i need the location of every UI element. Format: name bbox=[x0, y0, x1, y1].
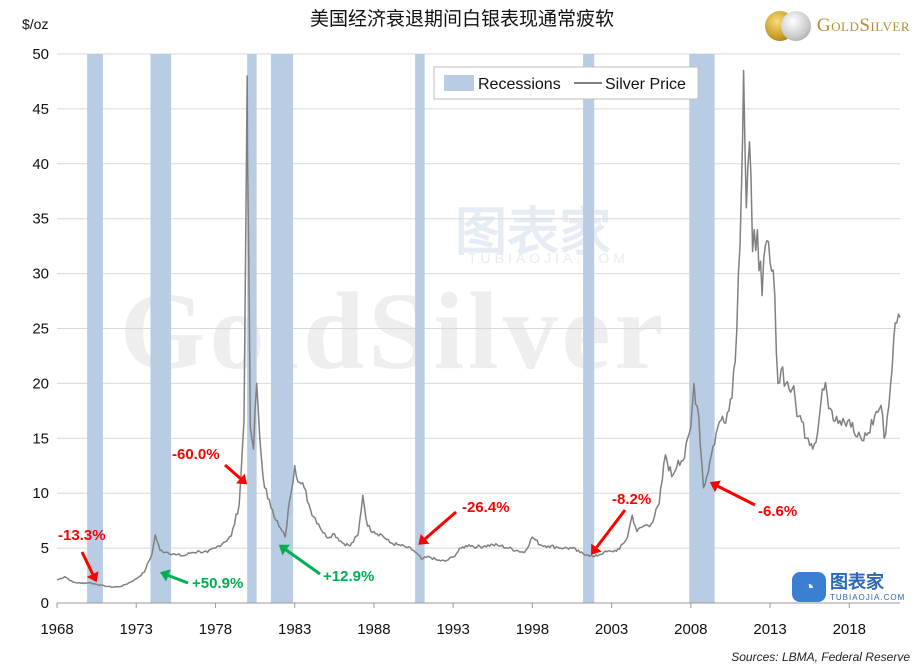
annotation-arrow-head bbox=[591, 543, 602, 555]
annotation-arrow-shaft bbox=[285, 548, 321, 576]
y-tick-label: 10 bbox=[32, 485, 49, 502]
legend-box bbox=[433, 66, 699, 100]
x-tick-label: 1993 bbox=[436, 621, 469, 638]
logo-text: GoldSilver bbox=[816, 15, 910, 36]
legend: Recessions Silver Price bbox=[433, 66, 699, 100]
x-tick-label: 1998 bbox=[516, 621, 549, 638]
annotation-arrow bbox=[278, 544, 321, 576]
annotation-label: -8.2% bbox=[612, 491, 651, 508]
badge-en: TUBIAOJIA.COM bbox=[830, 592, 906, 602]
recession-band bbox=[247, 54, 257, 603]
x-tick-label: 2018 bbox=[833, 621, 866, 638]
annotation-arrow-shaft bbox=[717, 484, 756, 507]
x-tick-label: 1978 bbox=[199, 621, 232, 638]
annotation-arrow-shaft bbox=[167, 574, 189, 585]
annotation-label: -60.0% bbox=[172, 446, 220, 463]
x-tick-label: 1968 bbox=[40, 621, 73, 638]
y-tick-label: 40 bbox=[32, 156, 49, 173]
annotation-label: +12.9% bbox=[323, 568, 374, 585]
annotation-arrow bbox=[159, 569, 189, 585]
x-tick-label: 1973 bbox=[120, 621, 153, 638]
watermark-brand: GoldSilver bbox=[120, 270, 668, 392]
y-tick-label: 35 bbox=[32, 211, 49, 228]
source-note: Sources: LBMA, Federal Reserve bbox=[731, 650, 910, 664]
goldsilver-logo: GoldSilver bbox=[764, 8, 910, 44]
recession-band bbox=[270, 54, 294, 603]
y-tick-label: 50 bbox=[32, 46, 49, 63]
x-tick-label: 2008 bbox=[674, 621, 707, 638]
legend-recessions-label: Recessions bbox=[478, 76, 561, 93]
annotation-arrow-head bbox=[159, 569, 171, 582]
recession-band bbox=[150, 54, 172, 603]
annotation-label: -13.3% bbox=[58, 527, 106, 544]
tubiaojia-badge: ◔ 图表家 TUBIAOJIA.COM bbox=[792, 572, 905, 602]
tubiaojia-icon: ◔ bbox=[792, 572, 826, 602]
annotation-arrow bbox=[224, 463, 248, 485]
annotation-arrow-shaft bbox=[424, 510, 457, 541]
annotation-arrow-shaft bbox=[595, 509, 627, 549]
annotation-arrow-head bbox=[709, 480, 721, 493]
silver-price-line bbox=[56, 69, 901, 588]
y-axis-unit: $/oz bbox=[22, 16, 49, 32]
annotation-label: +50.9% bbox=[192, 575, 243, 592]
y-tick-label: 5 bbox=[41, 540, 49, 557]
recession-band bbox=[87, 54, 103, 603]
x-tick-label: 2003 bbox=[595, 621, 628, 638]
annotation-arrow-head bbox=[278, 544, 290, 556]
annotation-arrow bbox=[418, 510, 457, 545]
annotation-arrow-shaft bbox=[80, 551, 95, 575]
recession-band bbox=[415, 54, 425, 603]
annotation-arrow-shaft bbox=[224, 463, 242, 480]
coins-icon bbox=[764, 9, 813, 43]
y-tick-label: 15 bbox=[32, 430, 49, 447]
annotation-label: -26.4% bbox=[462, 499, 510, 516]
recession-band bbox=[583, 54, 595, 603]
annotation-arrow bbox=[709, 480, 756, 507]
annotation-arrow-head bbox=[236, 473, 248, 485]
y-tick-label: 20 bbox=[32, 375, 49, 392]
annotation-arrow-head bbox=[418, 533, 430, 545]
y-tick-label: 25 bbox=[32, 321, 49, 338]
annotation-arrow bbox=[591, 509, 627, 555]
annotation-arrow bbox=[80, 551, 99, 583]
chart-title: 美国经济衰退期间白银表现通常疲软 bbox=[309, 8, 614, 30]
annotation-arrow-head bbox=[86, 571, 99, 583]
x-tick-label: 1983 bbox=[278, 621, 311, 638]
y-tick-label: 45 bbox=[32, 101, 49, 118]
y-tick-label: 30 bbox=[32, 266, 49, 283]
legend-price-label: Silver Price bbox=[605, 76, 686, 93]
legend-recession-swatch bbox=[444, 75, 474, 91]
y-tick-label: 0 bbox=[41, 595, 49, 612]
badge-cn: 图表家 bbox=[830, 571, 884, 593]
recession-band bbox=[689, 54, 715, 603]
x-tick-label: 2013 bbox=[753, 621, 786, 638]
x-tick-label: 1988 bbox=[357, 621, 390, 638]
annotation-label: -6.6% bbox=[758, 503, 797, 520]
